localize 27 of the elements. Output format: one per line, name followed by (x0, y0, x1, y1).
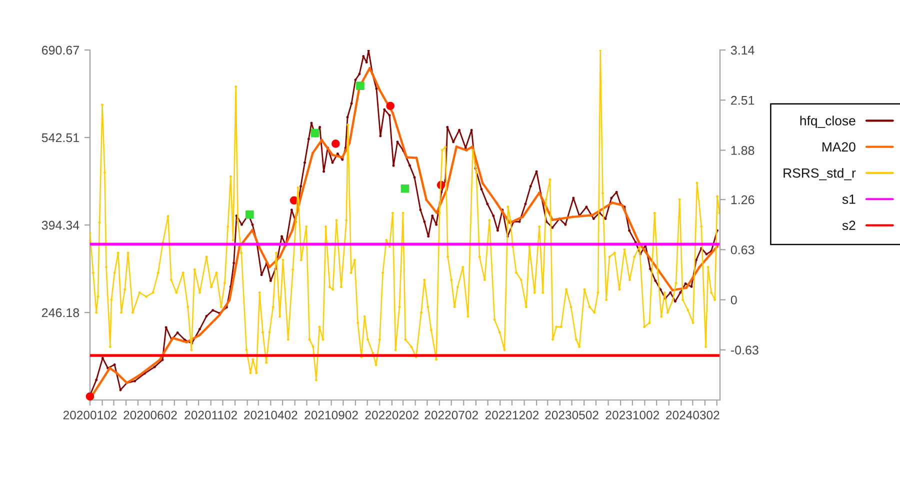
x-tick-label: 20200102 (63, 410, 117, 420)
legend-label: MA20 (822, 142, 856, 152)
y2-tick-label: 2.51 (731, 96, 754, 105)
x-tick-label: 20201102 (184, 410, 237, 420)
legend-label: s2 (842, 220, 856, 230)
y2-tick-label: 1.26 (731, 195, 754, 204)
x-tick-label: 20230502 (545, 410, 598, 420)
y2-tick-label: -0.63 (730, 346, 758, 355)
x-tick-label: 20231002 (606, 410, 660, 420)
y-tick-label: 246.18 (42, 308, 80, 318)
y2-tick-label: 1.88 (731, 146, 754, 155)
x-tick-label: 20210902 (304, 410, 358, 420)
x-tick-label: 20210402 (244, 410, 298, 420)
legend-label: RSRS_std_r (784, 168, 856, 180)
y2-tick-label: 3.14 (730, 46, 754, 55)
x-tick-label: 20221202 (485, 410, 539, 420)
y-tick-label: 394.34 (42, 220, 80, 230)
x-tick-label: 20200602 (124, 410, 177, 420)
x-tick-label: 20220702 (424, 410, 478, 420)
x-tick-label: 20240302 (666, 410, 720, 420)
y-tick-label: 690.67 (42, 46, 79, 55)
y2-tick-label: 0.63 (730, 245, 754, 254)
y-tick-label: 542.51 (42, 133, 79, 142)
x-tick-label: 20220202 (365, 410, 419, 420)
legend-label: hfq_close (800, 116, 856, 128)
y2-tick-label: 0 (730, 296, 737, 304)
legend-label: s1 (842, 194, 856, 204)
